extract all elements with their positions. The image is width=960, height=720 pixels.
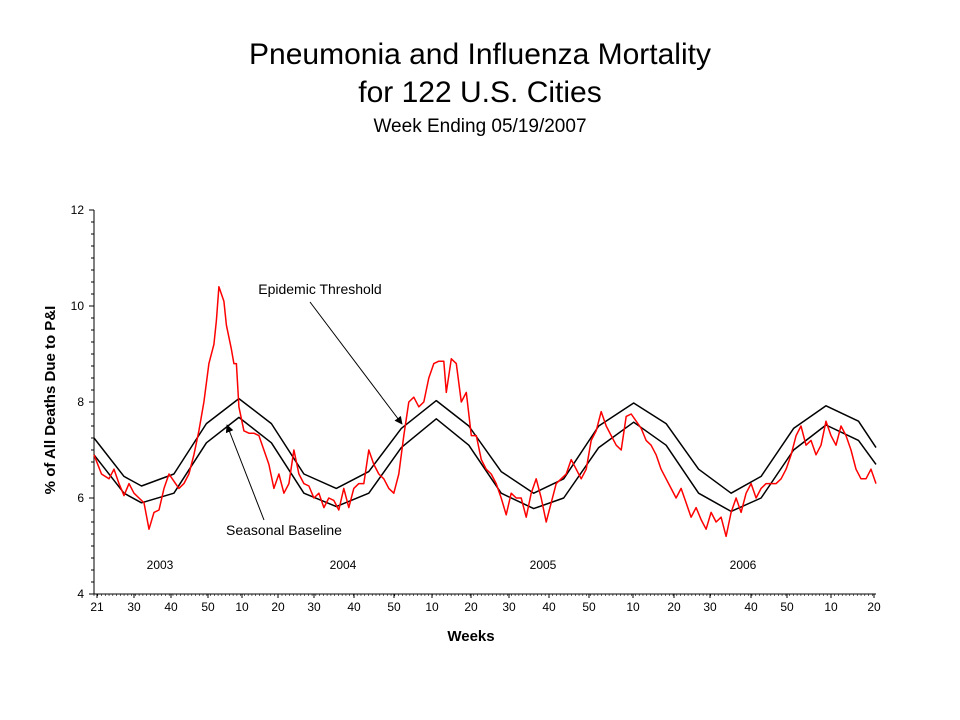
y-tick-label: 12 <box>71 203 85 217</box>
x-tick-label: 10 <box>425 600 439 614</box>
x-tick-label: 40 <box>347 600 361 614</box>
x-tick-label: 50 <box>582 600 596 614</box>
x-tick-label: 40 <box>744 600 758 614</box>
y-tick-label: 6 <box>77 491 84 505</box>
annotation-arrow-threshold <box>309 301 403 425</box>
seasonal-baseline-line <box>93 416 877 513</box>
y-axis-title: % of All Deaths Due to P&I <box>42 306 59 495</box>
chart-title-line-1: Pneumonia and Influenza Mortality <box>249 38 711 71</box>
year-label: 2006 <box>730 558 757 572</box>
x-tick-label: 30 <box>502 600 516 614</box>
x-tick-label: 50 <box>201 600 215 614</box>
x-tick-label: 20 <box>271 600 285 614</box>
x-tick-label: 20 <box>867 600 881 614</box>
pi-mortality-line <box>93 286 877 538</box>
x-tick-label: 21 <box>90 600 104 614</box>
annotation-seasonal-baseline: Seasonal Baseline <box>226 522 342 538</box>
x-tick-label: 20 <box>667 600 681 614</box>
x-tick-label: 40 <box>164 600 178 614</box>
x-tick-label: 10 <box>235 600 249 614</box>
x-tick-label: 30 <box>127 600 141 614</box>
y-tick-label: 10 <box>71 299 85 313</box>
y-tick-label: 4 <box>77 587 84 601</box>
y-tick-label: 8 <box>77 395 84 409</box>
x-tick-label: 50 <box>780 600 794 614</box>
x-tick-label: 30 <box>307 600 321 614</box>
x-tick-label: 10 <box>626 600 640 614</box>
year-label: 2004 <box>330 558 357 572</box>
year-label: 2005 <box>530 558 557 572</box>
x-tick-label: 40 <box>542 600 556 614</box>
epidemic-threshold-line <box>93 397 877 494</box>
x-tick-label: 20 <box>464 600 478 614</box>
x-tick-label: 10 <box>824 600 838 614</box>
x-tick-label: 50 <box>387 600 401 614</box>
x-tick-label: 30 <box>703 600 717 614</box>
chart-title-line-2: for 122 U.S. Cities <box>358 76 602 109</box>
chart-subtitle: Week Ending 05/19/2007 <box>373 116 587 137</box>
annotation-epidemic-threshold: Epidemic Threshold <box>258 281 381 297</box>
x-axis-title: Weeks <box>447 628 494 645</box>
year-label: 2003 <box>147 558 174 572</box>
annotation-arrow-baseline <box>225 424 265 521</box>
